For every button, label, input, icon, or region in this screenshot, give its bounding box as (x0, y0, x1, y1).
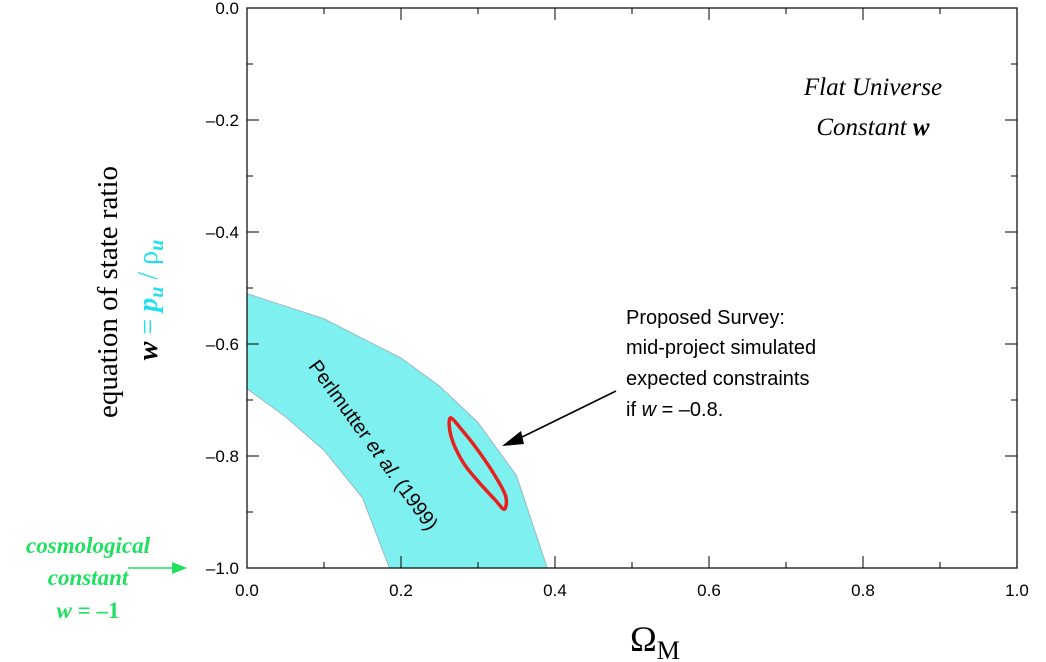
ylabel-p-sub: u (146, 287, 168, 298)
cosmo-line2: constant (48, 565, 129, 590)
x-tick-label: 1.0 (1005, 581, 1029, 600)
y-tick-label: –1.0 (206, 559, 239, 578)
ylabel-rho-sub: u (146, 240, 168, 251)
y-tick-label: –0.8 (206, 447, 239, 466)
annotation-last-prefix: if (626, 399, 642, 421)
ticks-layer: 0.0 0.2 0.4 0.6 0.8 1.0 0.0 –0.2 –0.4 –0.6 –0.8 –1.… (206, 0, 1029, 600)
x-tick-label: 0.6 (697, 581, 721, 600)
ylabel-line1: equation of state ratio (92, 166, 124, 418)
ylabel-rho: ρ (133, 251, 164, 265)
cosmo-line3: w = –1 (57, 598, 120, 623)
ylabel-slash: / (133, 265, 164, 287)
title-line2: Constant w (816, 114, 930, 141)
ylabel-p: p (133, 298, 164, 314)
cosmo-suffix: = –1 (72, 598, 120, 623)
survey-ellipse-layer (447, 416, 509, 511)
annotation-arrow-line (515, 390, 617, 441)
xlabel-sub: M (657, 636, 680, 662)
title-line2-prefix: Constant (816, 114, 913, 141)
annotation-line2: mid-project simulated (626, 337, 816, 359)
y-tick-label: 0.0 (215, 0, 239, 18)
annotation-last-var: w (642, 399, 658, 421)
cosmo-w: w (57, 598, 73, 623)
ylabel-eq: = (133, 312, 164, 342)
xlabel-omega: Ω (630, 619, 657, 659)
x-tick-label: 0.0 (235, 581, 259, 600)
annotation-line4: if w = –0.8. (626, 399, 723, 421)
cosmo-line1: cosmological (26, 533, 151, 558)
x-tick-label: 0.2 (389, 581, 413, 600)
annotation-last-suffix: = –0.8. (656, 399, 723, 421)
xlabel: ΩM (630, 619, 680, 662)
x-tick-label: 0.8 (851, 581, 875, 600)
ylabel-line2: w = pu / ρu (133, 240, 168, 361)
perlmutter-band (246, 293, 548, 569)
annotation-line1: Proposed Survey: (626, 307, 785, 329)
survey-ellipse (447, 416, 509, 511)
y-tick-label: –0.6 (206, 335, 239, 354)
annotation-arrow-head (502, 431, 524, 446)
perlmutter-band-layer (246, 293, 548, 569)
ylabel-w: w (133, 341, 164, 360)
y-tick-label: –0.2 (206, 111, 239, 130)
title-line1: Flat Universe (803, 74, 942, 101)
title-line2-var: w (913, 114, 930, 141)
annotation-line3: expected constraints (626, 368, 809, 390)
y-tick-label: –0.4 (206, 223, 239, 242)
cosmo-arrow-head (172, 562, 187, 574)
x-tick-label: 0.4 (543, 581, 567, 600)
